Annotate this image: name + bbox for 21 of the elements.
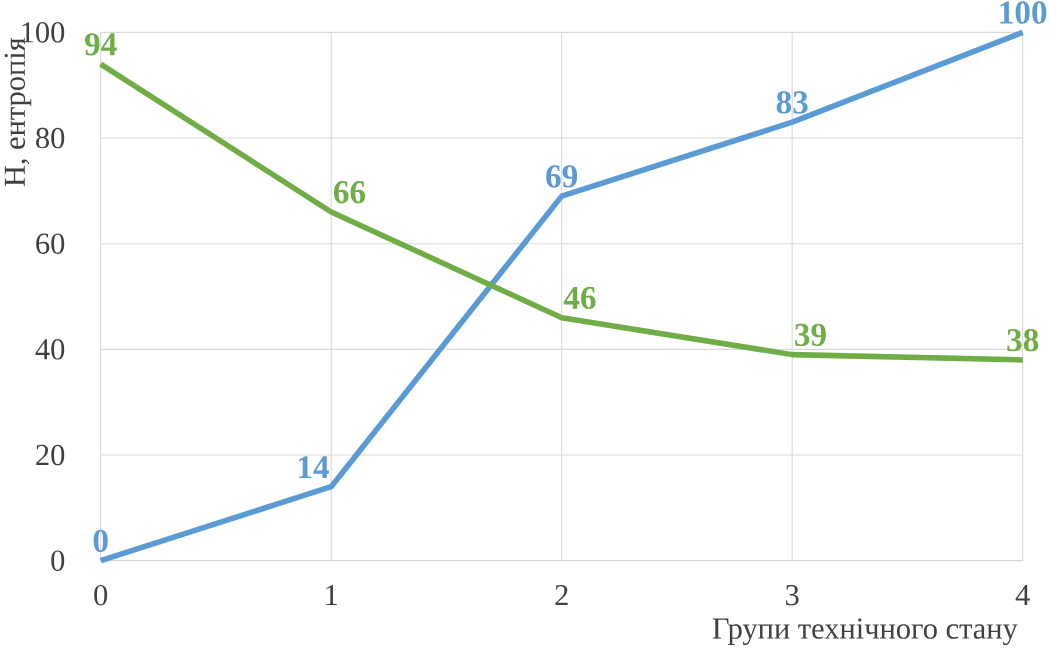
y-tick-label: 0 [51, 550, 65, 572]
y-tick-label: 80 [36, 127, 65, 149]
data-label: 94 [85, 33, 117, 56]
data-label: 39 [795, 323, 826, 347]
data-label: 66 [333, 181, 366, 204]
data-label: 38 [1007, 329, 1039, 352]
data-label: 69 [546, 165, 578, 188]
x-tick-label: 1 [326, 585, 337, 606]
x-axis-title: Групи технічного стану [712, 618, 1018, 646]
data-label: 0 [93, 529, 108, 553]
x-tick-label: 3 [786, 585, 799, 606]
x-tick-label: 2 [555, 585, 568, 606]
y-tick-label: 40 [35, 339, 65, 360]
x-tick-label: 4 [1015, 585, 1030, 606]
y-tick-label: 60 [36, 233, 65, 255]
y-tick-label: 20 [36, 444, 65, 466]
data-label: 46 [563, 286, 596, 310]
data-label: 100 [1000, 1, 1047, 24]
x-tick-label: 0 [94, 585, 108, 606]
data-label: 14 [298, 456, 329, 479]
data-label: 83 [776, 91, 808, 114]
